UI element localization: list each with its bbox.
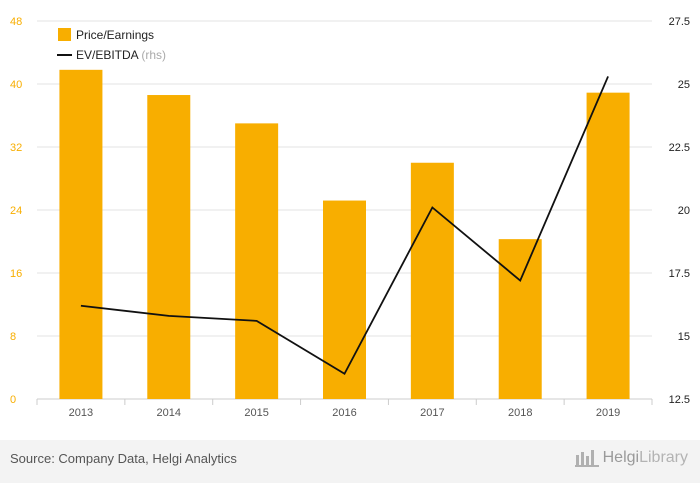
y-right-tick-label: 25 [678,79,690,91]
bar-2018 [498,239,542,399]
y-right-tick-label: 17.5 [669,268,690,280]
y-right-tick-label: 12.5 [669,394,690,406]
legend-label-main: EV/EBITDA [76,48,141,62]
brand-light: Library [639,449,688,466]
bar-2014 [147,95,191,400]
y-left-tick-label: 0 [10,394,16,406]
y-right-tick-label: 15 [678,331,690,343]
chart-area: 0 8 16 24 32 40 48 12.5 15 17.5 20 22.5 25 27.5 2013 20… [10,16,690,419]
y-left-tick-label: 8 [10,331,16,343]
y-left-tick-label: 32 [10,142,22,154]
legend-swatch-price-earnings [58,28,71,41]
x-tick-label: 2017 [420,407,444,419]
source-text: Source: Company Data, Helgi Analytics [10,451,237,466]
legend-label-ev-ebitda: EV/EBITDA (rhs) [76,48,166,62]
legend-label-price-earnings: Price/Earnings [76,28,154,42]
bar-2015 [235,123,279,399]
y-left-tick-label: 24 [10,205,22,217]
legend-label-rhs: (rhs) [141,48,166,62]
bar-2019 [586,92,630,399]
brand-name: HelgiLibrary [603,449,688,467]
chart-svg: 0 8 16 24 32 40 48 12.5 15 17.5 20 22.5 25 27.5 2013 20… [10,16,690,419]
x-tick-label: 2013 [69,407,93,419]
y-right-tick-label: 22.5 [669,142,690,154]
brand-main: Helgi [602,449,640,466]
x-tick-label: 2018 [508,407,532,419]
y-left-tick-label: 16 [10,268,22,280]
y-right-tick-label: 27.5 [669,16,690,28]
y-left-tick-label: 40 [10,79,22,91]
library-icon [574,450,599,467]
bar-2016 [323,200,366,399]
footer: Source: Company Data, Helgi Analytics He… [0,440,700,483]
x-tick-label: 2019 [596,407,620,419]
y-right-tick-label: 20 [678,205,690,217]
bar-2017 [410,162,454,399]
y-left-tick-label: 48 [10,16,22,28]
bar-2013 [59,69,103,399]
x-tick-label: 2016 [332,407,356,419]
x-tick-label: 2015 [244,407,268,419]
brand-logo[interactable]: HelgiLibrary [574,449,688,467]
x-tick-label: 2014 [157,407,181,419]
